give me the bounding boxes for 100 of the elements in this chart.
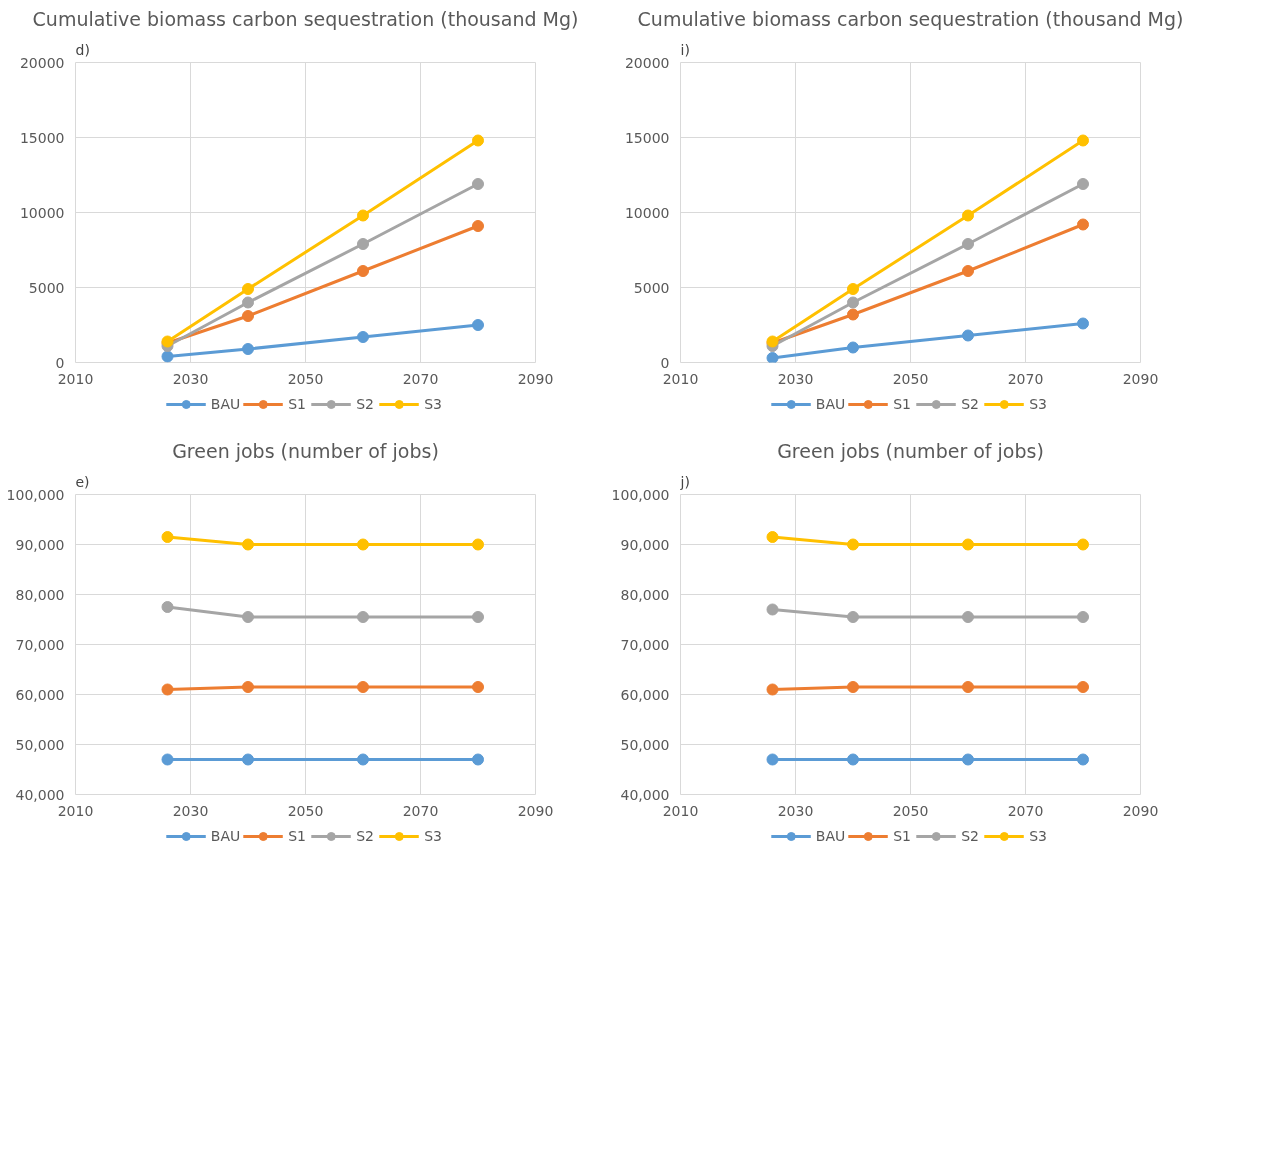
point [962, 538, 974, 551]
point [1077, 178, 1089, 190]
legend-label: BAU [815, 828, 846, 844]
point [847, 308, 859, 321]
point [242, 681, 254, 693]
legend-label: BAU [210, 396, 241, 412]
point [242, 611, 254, 623]
chart-title: Green jobs (number of jobs) [777, 439, 1044, 462]
point [1077, 317, 1089, 330]
point [847, 681, 859, 693]
point [847, 296, 859, 309]
y-tick-label: 60,000 [620, 686, 670, 703]
chart-title: Cumulative biomass carbon sequestration (thousand Mg) [32, 7, 579, 30]
y-tick-label: 20000 [19, 54, 65, 71]
y-tick-label: 10000 [19, 204, 65, 221]
point [242, 310, 254, 322]
point [472, 220, 484, 232]
y-tick-label: 15000 [624, 129, 670, 146]
text: j) [679, 473, 690, 490]
x-tick-label: 2010 [662, 370, 699, 387]
point [847, 341, 859, 354]
x-tick-label: 2030 [172, 370, 209, 387]
point [357, 753, 369, 766]
y-tick-label: 5000 [633, 279, 670, 296]
y-tick-label: 50,000 [620, 736, 670, 753]
point [766, 531, 779, 543]
point [847, 611, 859, 623]
legend-label: S1 [893, 396, 912, 412]
y-tick-label: 15000 [19, 129, 65, 146]
y-tick-label: 20000 [624, 54, 670, 71]
point [357, 681, 369, 693]
y-tick-label: 70,000 [620, 636, 670, 653]
point [962, 329, 974, 342]
x-tick-label: 2050 [892, 802, 929, 819]
point [962, 238, 974, 250]
point [847, 283, 859, 295]
point [161, 350, 174, 363]
point [472, 753, 484, 766]
legend-label: BAU [815, 396, 846, 412]
point [161, 601, 174, 613]
point [962, 753, 974, 766]
y-tick-label: 90,000 [620, 536, 670, 553]
x-tick-label: 2050 [287, 370, 324, 387]
point [472, 538, 484, 551]
y-tick-label: 0 [660, 354, 670, 371]
x-tick-label: 2090 [1122, 370, 1159, 387]
point [472, 134, 484, 147]
text: d) [75, 41, 90, 58]
text: i) [680, 41, 690, 58]
point [357, 538, 369, 551]
point [357, 331, 369, 343]
legend-label: BAU [210, 828, 241, 844]
chart-title: Green jobs (number of jobs) [172, 439, 439, 462]
legend-label: S1 [288, 396, 307, 412]
point [766, 683, 779, 696]
point [357, 209, 369, 222]
legend-label: S1 [893, 828, 912, 844]
x-tick-label: 2070 [402, 370, 439, 387]
point [242, 538, 254, 551]
point [1077, 134, 1089, 147]
point [847, 538, 859, 551]
y-tick-label: 70,000 [15, 636, 65, 653]
point [472, 611, 484, 623]
point [962, 611, 974, 623]
point [962, 265, 974, 277]
x-tick-label: 2010 [662, 802, 699, 819]
point [962, 681, 974, 693]
y-tick-label: 40,000 [620, 786, 670, 803]
point [766, 753, 779, 766]
point [1077, 611, 1089, 623]
x-tick-label: 2030 [172, 802, 209, 819]
chart-title: Cumulative biomass carbon sequestration (thousand Mg) [637, 7, 1184, 30]
legend-label: S2 [356, 828, 375, 844]
y-tick-label: 0 [55, 354, 65, 371]
point [357, 238, 369, 250]
point [962, 209, 974, 222]
y-tick-label: 10000 [624, 204, 670, 221]
y-tick-label: 5000 [28, 279, 65, 296]
y-tick-label: 80,000 [620, 586, 670, 603]
y-tick-label: 40,000 [15, 786, 65, 803]
y-tick-label: 50,000 [15, 736, 65, 753]
legend-label: S3 [1029, 396, 1048, 412]
x-tick-label: 2090 [517, 370, 554, 387]
y-tick-label: 80,000 [15, 586, 65, 603]
point [1077, 538, 1089, 551]
x-tick-label: 2030 [777, 802, 814, 819]
point [472, 319, 484, 331]
point [357, 611, 369, 623]
point [766, 352, 779, 363]
point [1077, 681, 1089, 693]
legend-label: S3 [1029, 828, 1048, 844]
point [847, 753, 859, 766]
point [1077, 753, 1089, 766]
point [161, 531, 174, 543]
x-tick-label: 2090 [1122, 802, 1159, 819]
point [472, 178, 484, 190]
text: e) [75, 473, 90, 490]
x-tick-label: 2050 [287, 802, 324, 819]
point [242, 283, 254, 295]
point [766, 603, 779, 616]
